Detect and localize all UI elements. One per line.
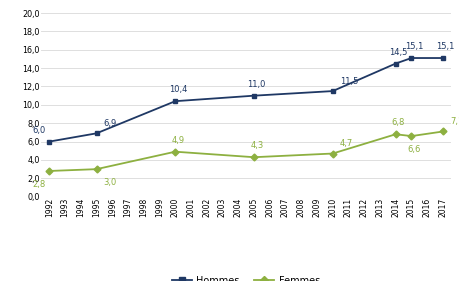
Text: 2,8: 2,8 bbox=[33, 180, 46, 189]
Text: 6,8: 6,8 bbox=[391, 118, 404, 127]
Text: 15,1: 15,1 bbox=[436, 42, 454, 51]
Hommes bbox=[94, 132, 99, 135]
Text: 3,0: 3,0 bbox=[103, 178, 117, 187]
Text: 6,0: 6,0 bbox=[33, 126, 46, 135]
Hommes bbox=[392, 62, 397, 65]
Hommes bbox=[251, 94, 256, 97]
Femmes bbox=[46, 169, 52, 173]
Text: 11,0: 11,0 bbox=[247, 80, 265, 89]
Femmes bbox=[439, 130, 445, 133]
Hommes bbox=[172, 99, 178, 103]
Text: 15,1: 15,1 bbox=[404, 42, 422, 51]
Femmes bbox=[392, 133, 397, 136]
Text: 4,9: 4,9 bbox=[171, 136, 184, 145]
Hommes bbox=[46, 140, 52, 143]
Text: 4,7: 4,7 bbox=[339, 139, 352, 148]
Text: 14,5: 14,5 bbox=[388, 47, 407, 56]
Text: 11,5: 11,5 bbox=[339, 76, 357, 85]
Text: 6,6: 6,6 bbox=[407, 145, 420, 154]
Line: Hommes: Hommes bbox=[47, 56, 444, 144]
Hommes bbox=[439, 56, 445, 60]
Text: 10,4: 10,4 bbox=[168, 85, 187, 94]
Femmes bbox=[94, 167, 99, 171]
Femmes bbox=[408, 134, 413, 138]
Text: 4,3: 4,3 bbox=[250, 141, 263, 150]
Text: 7,1: 7,1 bbox=[449, 117, 459, 126]
Femmes bbox=[251, 155, 256, 159]
Femmes bbox=[172, 150, 178, 153]
Hommes bbox=[329, 89, 335, 93]
Femmes bbox=[329, 152, 335, 155]
Line: Femmes: Femmes bbox=[47, 129, 444, 173]
Hommes bbox=[408, 56, 413, 60]
Text: 6,9: 6,9 bbox=[103, 119, 117, 128]
Legend: Hommes, Femmes: Hommes, Femmes bbox=[168, 272, 323, 281]
